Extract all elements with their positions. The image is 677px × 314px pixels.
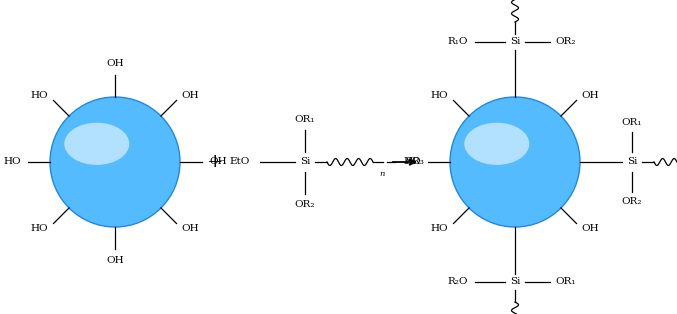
Text: OR₂: OR₂	[555, 37, 575, 46]
Text: EtO: EtO	[230, 158, 250, 166]
Text: Si: Si	[627, 158, 637, 166]
Text: +: +	[206, 153, 223, 171]
Text: n: n	[379, 170, 385, 178]
Text: OR₁: OR₁	[555, 278, 575, 286]
Text: OH: OH	[106, 256, 124, 265]
Ellipse shape	[464, 123, 529, 165]
Text: OH: OH	[181, 91, 199, 100]
Text: OR₂: OR₂	[294, 200, 315, 209]
Text: OR₁: OR₁	[621, 118, 642, 127]
Circle shape	[50, 97, 180, 227]
Text: Si: Si	[510, 37, 520, 46]
Circle shape	[450, 97, 580, 227]
Text: HO: HO	[31, 224, 49, 233]
Text: Si: Si	[510, 278, 520, 286]
Text: R₂O: R₂O	[447, 278, 468, 286]
Text: HO: HO	[3, 158, 21, 166]
Text: OH: OH	[181, 224, 199, 233]
Text: OH: OH	[582, 91, 599, 100]
Text: HO: HO	[31, 91, 49, 100]
Text: HO: HO	[431, 91, 449, 100]
Text: OR₁: OR₁	[294, 115, 315, 124]
Text: OH: OH	[106, 59, 124, 68]
Text: SR₃: SR₃	[405, 158, 424, 166]
Text: OR₂: OR₂	[621, 197, 642, 206]
Text: Si: Si	[300, 158, 310, 166]
Text: R₁O: R₁O	[447, 37, 468, 46]
Text: OH: OH	[582, 224, 599, 233]
Ellipse shape	[64, 123, 129, 165]
Text: HO: HO	[403, 158, 421, 166]
Text: OH: OH	[209, 158, 227, 166]
Text: HO: HO	[431, 224, 449, 233]
